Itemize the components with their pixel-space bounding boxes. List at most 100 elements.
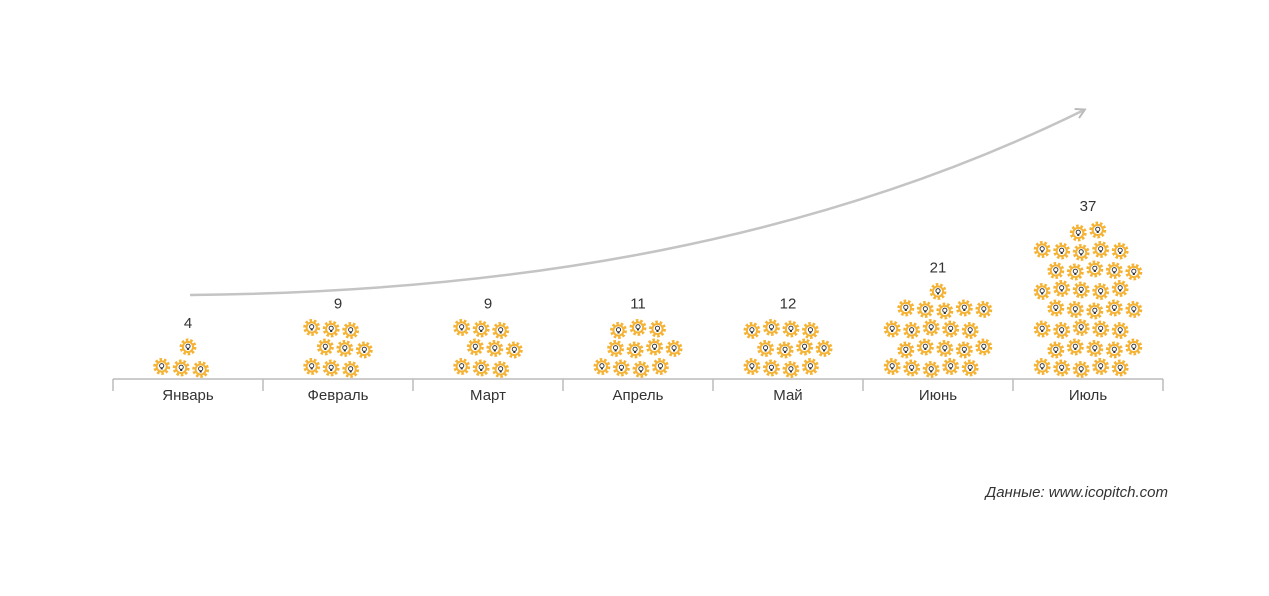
icon <box>1066 338 1084 356</box>
icon <box>961 322 979 339</box>
icon-pile <box>883 283 993 378</box>
value-label: 12 <box>780 295 797 312</box>
icon <box>903 359 921 377</box>
icon <box>1053 242 1071 260</box>
icon <box>1053 280 1071 297</box>
trend-arrow <box>189 110 1084 297</box>
icon <box>762 319 780 336</box>
icon <box>975 338 993 356</box>
value-label: 4 <box>184 315 192 332</box>
icon-pile <box>593 319 683 378</box>
icon <box>929 283 947 300</box>
icon <box>1086 260 1104 278</box>
icon <box>342 322 360 339</box>
icon <box>1089 221 1107 239</box>
icon <box>472 359 490 377</box>
icon <box>936 340 954 357</box>
icon <box>505 341 523 359</box>
icon <box>815 340 833 357</box>
icon <box>897 299 915 317</box>
icon <box>782 361 800 378</box>
icon <box>172 359 190 377</box>
icon <box>743 358 761 375</box>
icon <box>593 358 611 375</box>
icon <box>1105 341 1123 359</box>
icon <box>903 322 921 339</box>
icon <box>629 319 647 336</box>
icon <box>632 361 650 378</box>
icon <box>1086 340 1104 357</box>
x-tick-label: Февраль <box>308 387 369 404</box>
icon <box>801 322 819 339</box>
icon <box>955 299 973 317</box>
icon <box>466 338 484 356</box>
icon <box>1092 283 1110 300</box>
value-label: 21 <box>930 259 947 276</box>
icon <box>1072 319 1090 336</box>
value-label: 37 <box>1080 198 1097 215</box>
icon <box>955 341 973 359</box>
source-note: Данные: www.icopitch.com <box>984 484 1168 501</box>
icon <box>153 358 171 375</box>
icon <box>1066 301 1084 318</box>
x-tick-label: Март <box>470 387 506 404</box>
icon <box>1086 302 1104 320</box>
icon <box>936 302 954 320</box>
icon <box>1072 244 1090 261</box>
icon <box>303 358 321 375</box>
icon <box>922 361 940 378</box>
icon <box>1092 241 1110 258</box>
icon <box>453 319 471 336</box>
icon <box>1111 322 1129 339</box>
icon <box>646 338 664 356</box>
icon <box>303 319 321 336</box>
x-tick-label: Июль <box>1069 387 1107 404</box>
icon <box>486 340 504 357</box>
icon <box>1105 262 1123 279</box>
icon <box>1033 283 1051 300</box>
x-tick-label: Май <box>773 387 802 404</box>
icon <box>1033 320 1051 338</box>
value-label: 9 <box>484 295 492 312</box>
icon <box>472 320 490 338</box>
icon <box>975 301 993 318</box>
icon <box>649 320 666 338</box>
icon <box>342 361 360 378</box>
icon <box>1072 361 1090 378</box>
icon <box>610 322 627 339</box>
icon <box>897 341 915 359</box>
icon <box>1047 262 1065 279</box>
icon <box>316 338 334 356</box>
x-tick-label: Январь <box>162 387 214 404</box>
value-label: 9 <box>334 295 342 312</box>
icon <box>192 361 210 378</box>
icon <box>1047 341 1065 359</box>
icon <box>651 358 669 375</box>
icon <box>355 341 373 359</box>
icon <box>762 359 780 377</box>
icon <box>1092 320 1110 338</box>
icon <box>322 359 340 377</box>
icon <box>1092 358 1110 375</box>
icon <box>922 319 940 336</box>
icon <box>626 341 644 359</box>
icon <box>883 320 901 338</box>
icon-pile <box>1033 221 1143 378</box>
icon <box>743 322 761 339</box>
icon <box>801 358 819 375</box>
icon <box>492 322 510 339</box>
icon-pile <box>303 319 373 378</box>
icon <box>942 320 960 338</box>
icon <box>612 359 630 377</box>
icon <box>961 359 979 377</box>
icon <box>322 320 340 338</box>
icon <box>1125 301 1143 318</box>
icon <box>1072 281 1090 299</box>
icon <box>883 358 901 375</box>
icon <box>336 340 354 357</box>
icon <box>796 338 814 356</box>
icon <box>1033 241 1051 258</box>
icon <box>1125 263 1143 281</box>
